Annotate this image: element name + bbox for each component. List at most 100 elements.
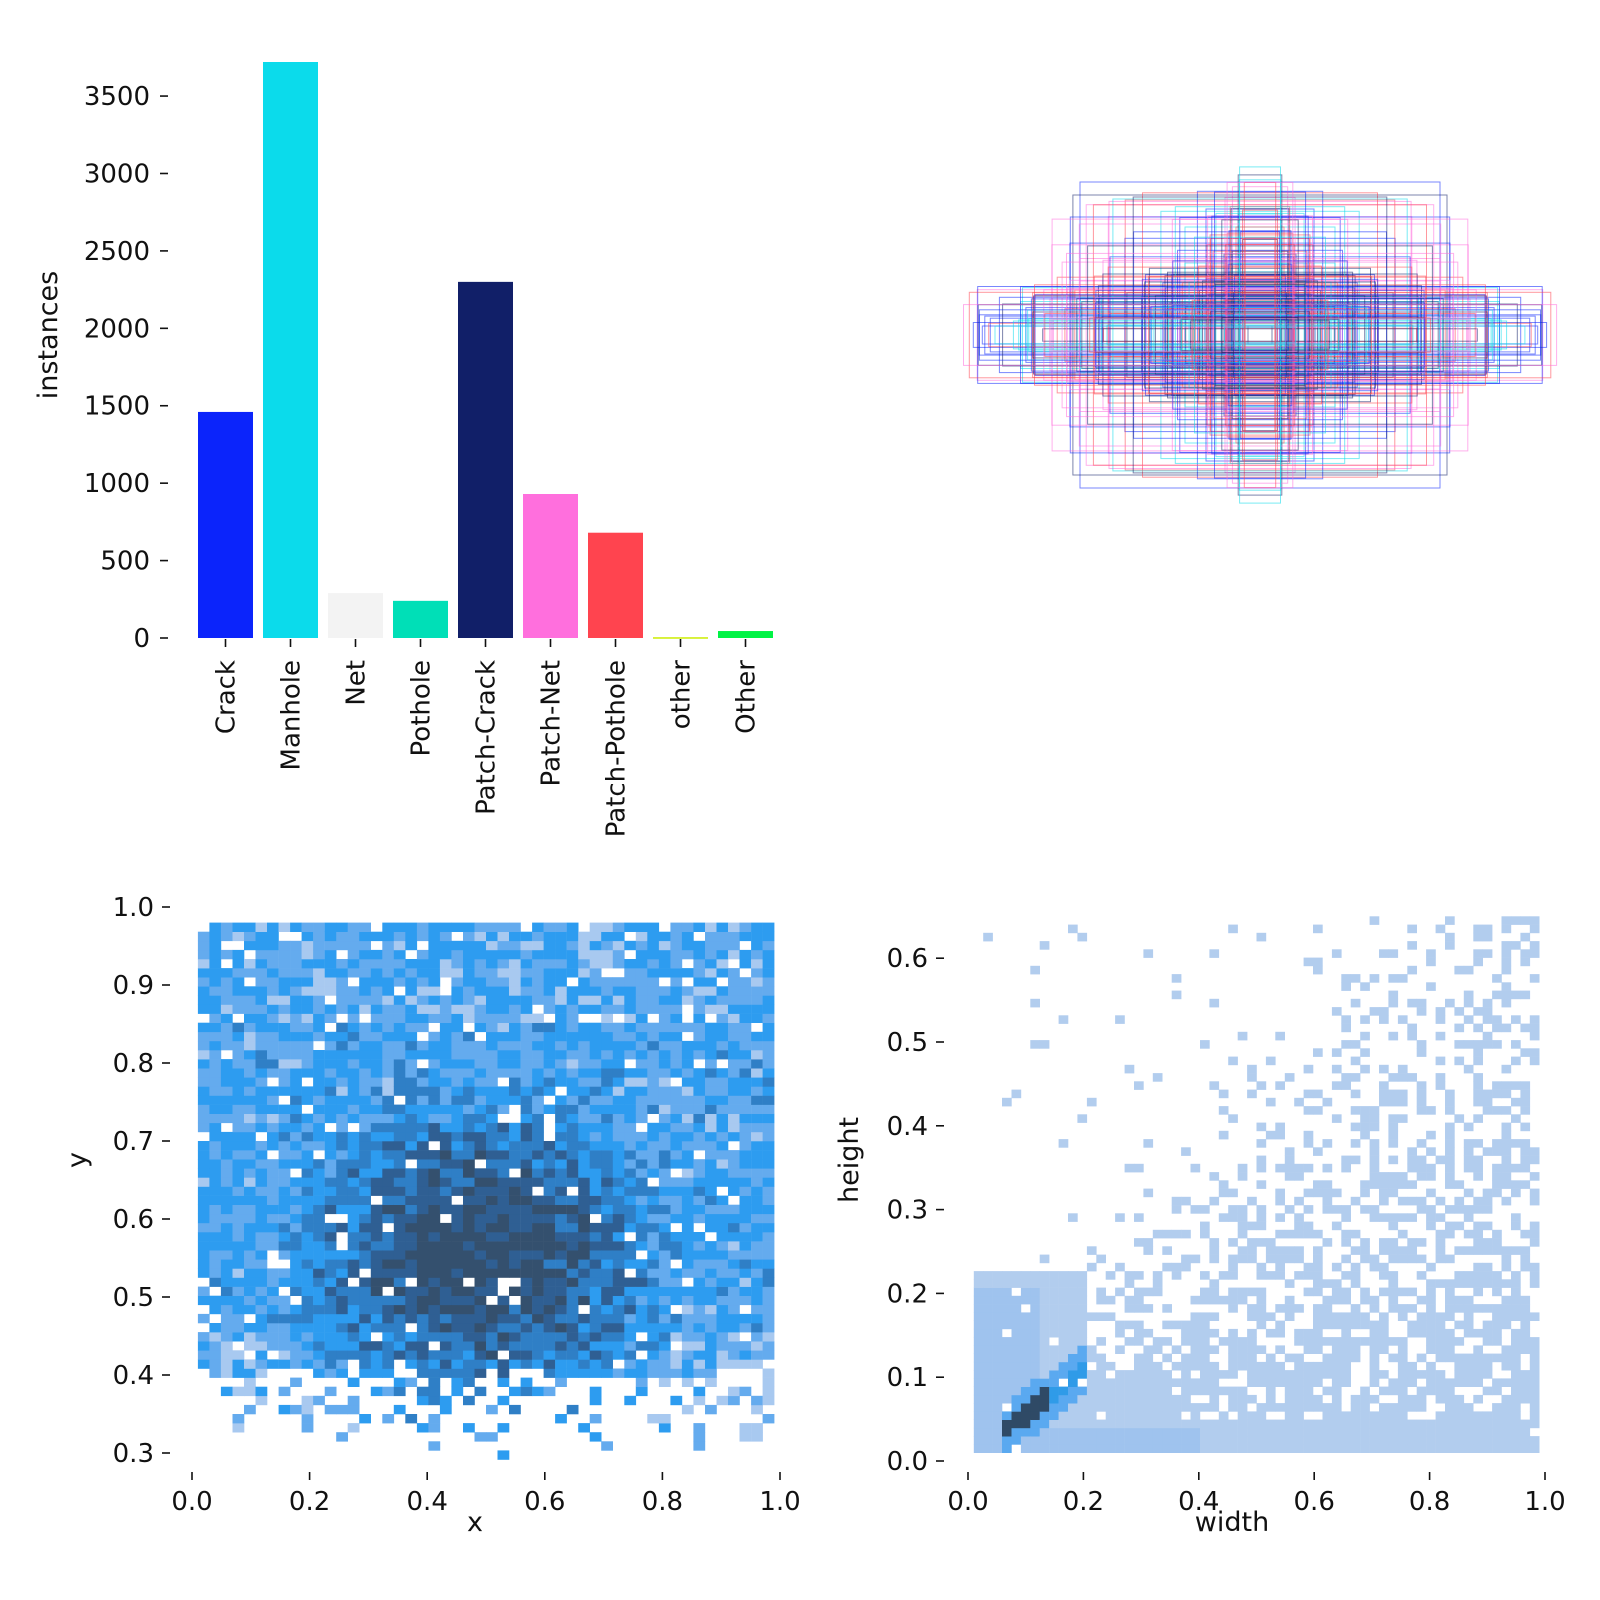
xy-heatmap-cell [681, 1341, 694, 1351]
xy-heatmap-cell [601, 1177, 613, 1187]
xy-heatmap-cell [405, 931, 418, 942]
xy-heatmap-cell [670, 940, 683, 951]
xy-heatmap-cell [416, 1341, 429, 1351]
wh-heatmap-cell [1313, 1444, 1323, 1453]
xy-heatmap-cell [382, 1232, 395, 1242]
wh-heatmap-cell [1454, 1295, 1465, 1305]
xy-heatmap-cell [313, 1213, 325, 1224]
wh-heatmap-cell [1322, 1163, 1333, 1173]
xy-heatmap-cell [209, 1204, 222, 1215]
wh-heatmap-cell [1501, 1089, 1512, 1099]
wh-heatmap-cell [1492, 1229, 1502, 1239]
wh-heatmap-cell [983, 1361, 993, 1371]
xy-heatmap-cell [267, 1004, 279, 1014]
xy-heatmap-cell [693, 959, 706, 969]
xy-heatmap-cell [428, 949, 441, 960]
xy-heatmap-cell [716, 1213, 729, 1224]
xy-heatmap-cell [705, 1141, 717, 1151]
wh-heatmap-cell [1322, 1139, 1333, 1148]
wh-heatmap-cell [1162, 1262, 1172, 1272]
xy-heatmap-cell [658, 1277, 671, 1287]
xy-heatmap-cell [255, 1168, 268, 1178]
wh-heatmap-cell [1124, 1279, 1135, 1288]
xy-heatmap-cell [209, 1186, 222, 1196]
xy-heatmap-cell [762, 1213, 775, 1224]
xy-heatmap-cell [693, 1332, 706, 1342]
wh-heatmap-cell [1058, 1328, 1069, 1338]
xy-heatmap-cell [566, 1350, 579, 1360]
xy-heatmap-cell [197, 1222, 210, 1233]
wh-heatmap-cell [1039, 1386, 1050, 1396]
xy-heatmap-cell [463, 922, 475, 932]
xy-heatmap-cell [739, 1104, 752, 1114]
xy-heatmap-cell [209, 1268, 222, 1278]
xy-heatmap-cell [313, 977, 325, 987]
xy-heatmap-cell [658, 1059, 671, 1069]
xy-heatmap-cell [693, 1104, 706, 1114]
wh-heatmap-cell [1445, 1394, 1455, 1404]
wh-heatmap-cell [1388, 1386, 1399, 1396]
xy-heatmap-cell [313, 986, 325, 996]
wh-heatmap-cell [1124, 1163, 1135, 1173]
xy-heatmap-cell [728, 1186, 740, 1196]
xy-heatmap-cell [220, 1077, 233, 1087]
xy-heatmap-cell [278, 1177, 291, 1187]
xy-heatmap-cell [463, 1031, 475, 1042]
xy-heatmap-cell [624, 1022, 637, 1033]
xy-heatmap-cell [578, 1122, 590, 1133]
wh-heatmap-cell [1369, 1007, 1380, 1016]
xy-heatmap-cell [612, 1004, 625, 1014]
xy-x-tick-label: 0.0 [171, 1487, 212, 1517]
wh-heatmap-cell [1162, 1411, 1172, 1420]
xy-heatmap-cell [762, 1341, 775, 1351]
wh-heatmap-cell [1011, 1304, 1022, 1313]
xy-heatmap-cell [566, 995, 579, 1005]
xy-heatmap-cell [267, 1341, 279, 1351]
xy-heatmap-cell [290, 1350, 302, 1360]
xy-heatmap-cell [532, 922, 544, 932]
xy-heatmap-cell [439, 959, 452, 969]
wh-heatmap-cell [1171, 1444, 1182, 1453]
xy-heatmap-cell [209, 1222, 222, 1233]
xy-heatmap-cell [762, 1150, 775, 1160]
xy-heatmap-cell [347, 1150, 360, 1160]
xy-heatmap-cell [428, 1068, 441, 1078]
xy-heatmap-cell [370, 1268, 383, 1278]
xy-heatmap-cell [681, 1095, 694, 1105]
xy-heatmap-cell [267, 1122, 279, 1133]
wh-heatmap-cell [1200, 1320, 1210, 1330]
bar-chart-x-ticks: Crack Manhole Net Pothole Patch-Crack Patch-N… [212, 639, 762, 837]
wh-heatmap-cell [1068, 1320, 1078, 1330]
xy-heatmap-cell [670, 1059, 683, 1069]
xy-heatmap-cell [197, 931, 210, 942]
xy-heatmap-cell [670, 1323, 683, 1333]
wh-heatmap-cell [1228, 1403, 1238, 1412]
xy-heatmap-cell [705, 995, 717, 1005]
wh-heatmap-cell [1379, 1180, 1389, 1189]
xy-heatmap-cell [670, 1095, 683, 1105]
wh-heatmap-cell [1086, 1436, 1097, 1445]
xy-heatmap-cell [463, 1332, 475, 1342]
xy-heatmap-cell [359, 1177, 371, 1187]
xy-heatmap-cell [209, 1122, 222, 1133]
wh-heatmap-cell [1237, 1163, 1248, 1173]
wh-heatmap-cell [1463, 1436, 1474, 1445]
xy-heatmap-cell [301, 1313, 314, 1324]
bar-x-tick-label: Net [342, 660, 372, 706]
wh-heatmap-cell [1473, 1172, 1483, 1181]
xy-heatmap-cell [520, 1222, 533, 1233]
xy-heatmap-cell [244, 1040, 256, 1051]
xy-heatmap-cell [301, 986, 314, 996]
xy-heatmap-cell [220, 1359, 233, 1369]
xy-heatmap-cell [428, 1050, 441, 1060]
xy-heatmap-cell [267, 1295, 279, 1306]
xy-heatmap-cell [647, 1259, 660, 1269]
wh-heatmap-cell [1426, 1444, 1436, 1453]
wh-heatmap-cell [1275, 1444, 1285, 1453]
xy-heatmap-cell [255, 959, 268, 969]
wh-heatmap-cell [1096, 1444, 1106, 1453]
xy-heatmap-cell [255, 1122, 268, 1133]
xy-heatmap-cell [647, 940, 660, 951]
xy-heatmap-cell [474, 986, 487, 996]
wh-heatmap-cell [1303, 1229, 1314, 1239]
